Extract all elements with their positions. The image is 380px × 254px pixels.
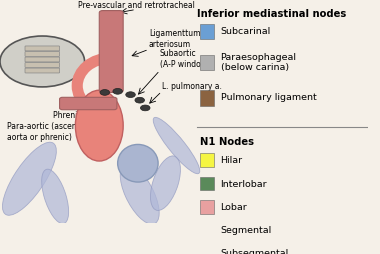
Ellipse shape [153,118,200,174]
Text: Phrenic n.: Phrenic n. [53,111,92,120]
Text: Pulmonary ligament: Pulmonary ligament [221,93,317,102]
FancyBboxPatch shape [25,52,60,57]
Ellipse shape [75,91,123,161]
FancyBboxPatch shape [200,177,214,191]
Text: Subsegmental: Subsegmental [221,248,289,254]
Text: PA: PA [131,156,141,165]
FancyBboxPatch shape [99,11,123,93]
Text: Pre-vascular and retrotracheal: Pre-vascular and retrotracheal [78,1,195,10]
Ellipse shape [118,145,158,182]
Text: Paraesophageal
(below carina): Paraesophageal (below carina) [221,53,297,72]
FancyBboxPatch shape [200,200,214,214]
Ellipse shape [2,143,56,215]
FancyBboxPatch shape [25,63,60,68]
Circle shape [113,89,122,95]
Text: Inferior mediastinal nodes: Inferior mediastinal nodes [197,9,346,19]
FancyBboxPatch shape [200,223,214,237]
FancyBboxPatch shape [25,47,60,52]
Text: Subcarinal: Subcarinal [221,27,271,36]
Text: Hilar: Hilar [221,156,243,165]
Ellipse shape [42,169,69,224]
Ellipse shape [150,156,180,211]
Text: Interlobar: Interlobar [221,179,267,188]
Text: Ligamenttum
arteriosum: Ligamenttum arteriosum [149,29,200,49]
FancyBboxPatch shape [25,58,60,63]
Ellipse shape [120,165,159,224]
Text: Ao: Ao [88,123,99,132]
FancyBboxPatch shape [200,56,214,71]
Circle shape [135,98,144,104]
Text: N1 Nodes: N1 Nodes [200,136,254,146]
FancyBboxPatch shape [200,246,214,254]
FancyBboxPatch shape [200,154,214,168]
Text: Para-aortic (ascending
aorta or phrenic): Para-aortic (ascending aorta or phrenic) [7,122,94,142]
FancyBboxPatch shape [200,91,214,106]
Text: Subaortic
(A-P window): Subaortic (A-P window) [160,49,210,69]
Text: Lobar: Lobar [221,202,247,211]
Circle shape [100,90,109,96]
FancyBboxPatch shape [25,69,60,74]
Circle shape [126,92,135,98]
Text: Segmental: Segmental [221,225,272,234]
FancyBboxPatch shape [60,98,117,110]
Circle shape [141,106,150,111]
Circle shape [0,37,85,88]
FancyBboxPatch shape [200,25,214,40]
Text: L. pulmonary a.: L. pulmonary a. [162,82,222,91]
